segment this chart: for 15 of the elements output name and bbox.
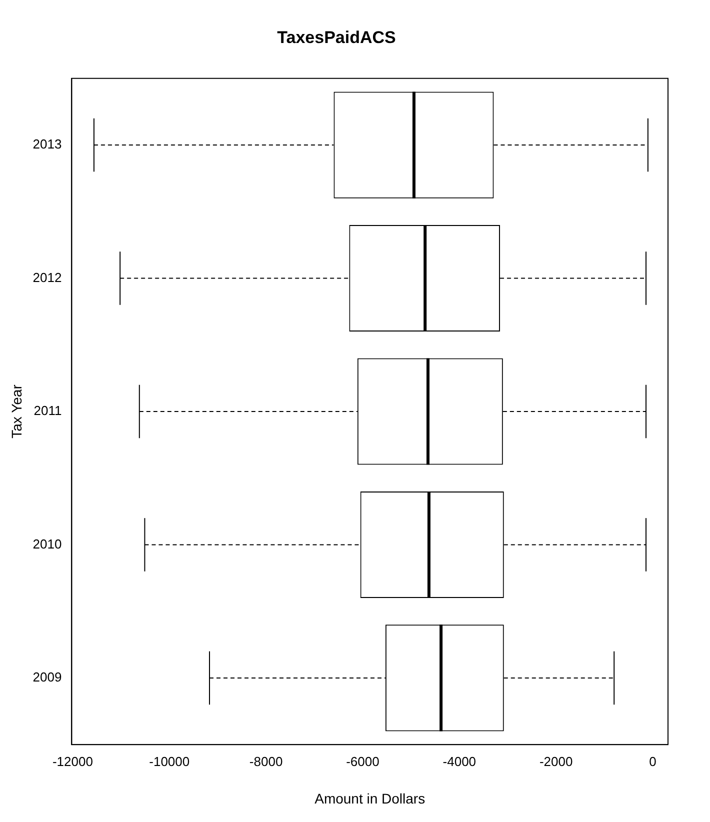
y-tick-label: 2013 [32,136,62,152]
chart-title: TaxesPaidACS [277,28,396,47]
x-tick-label: -8000 [249,754,283,769]
x-tick-label: -12000 [52,754,93,769]
y-tick-label: 2010 [32,536,62,552]
y-axis-title: Tax Year [8,384,24,438]
x-tick-label: -2000 [539,754,573,769]
x-tick-label: 0 [649,754,656,769]
y-tick-label: 2009 [32,670,62,685]
x-tick-label: -10000 [149,754,190,769]
y-tick-label: 2012 [32,270,62,285]
x-tick-label: -6000 [346,754,380,769]
x-tick-label: -4000 [442,754,476,769]
y-tick-label: 2011 [34,403,62,418]
x-axis-title: Amount in Dollars [314,790,426,806]
